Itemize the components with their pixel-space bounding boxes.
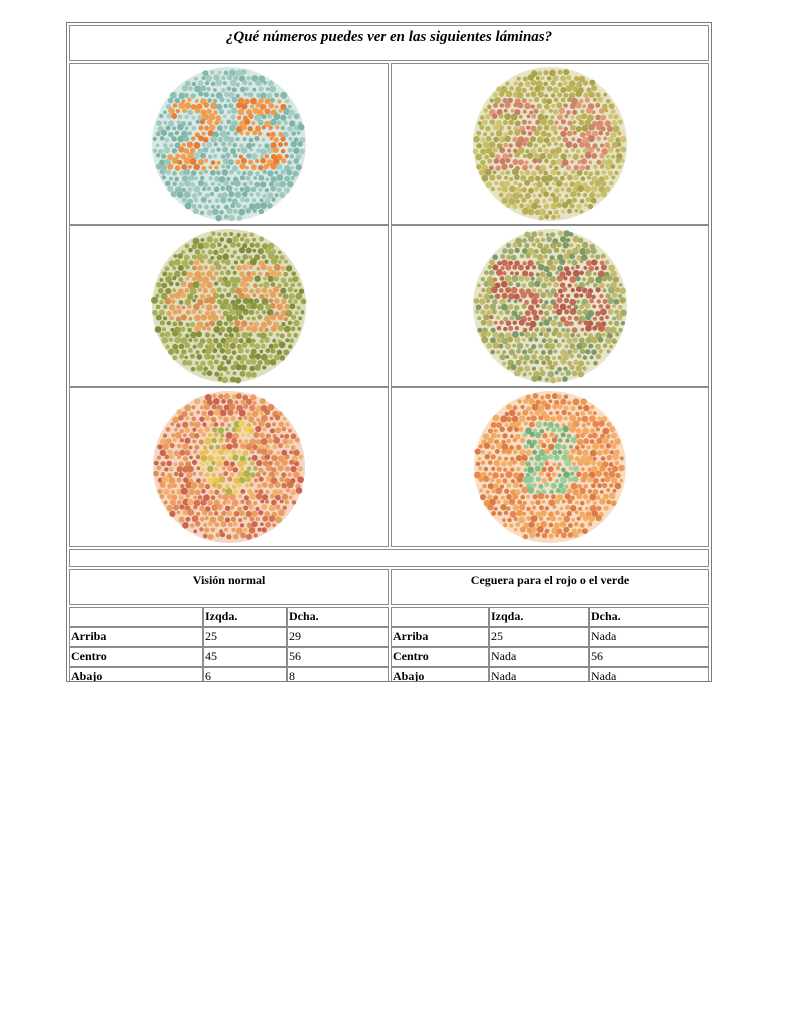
value-top-left: 25	[203, 627, 287, 647]
ishihara-plate-56	[473, 229, 627, 384]
row-label-center: Centro	[391, 647, 489, 667]
value-bottom-left: 6	[203, 667, 287, 681]
worksheet: ¿Qué números puedes ver en las siguiente…	[66, 22, 712, 682]
value-center-left: 45	[203, 647, 287, 667]
value-center-right: 56	[287, 647, 389, 667]
value-top-right: Nada	[589, 627, 709, 647]
row-label-center: Centro	[69, 647, 203, 667]
section-header-normal: Visión normal	[69, 569, 389, 605]
ishihara-plate-6	[153, 391, 305, 543]
row-label-top: Arriba	[391, 627, 489, 647]
ishihara-plate-45	[151, 229, 307, 384]
page-title: ¿Qué números puedes ver en las siguiente…	[69, 25, 709, 61]
column-header-blank	[391, 607, 489, 627]
value-top-right: 29	[287, 627, 389, 647]
value-bottom-right: Nada	[589, 667, 709, 681]
value-top-left: 25	[489, 627, 589, 647]
ishihara-plate-8	[474, 391, 626, 543]
plate-cell-middle-right	[391, 225, 709, 387]
plate-cell-top-right	[391, 63, 709, 225]
row-label-bottom: Abajo	[69, 667, 203, 681]
ishihara-plate-25	[152, 67, 306, 222]
plate-cell-bottom-left	[69, 387, 389, 547]
row-label-bottom: Abajo	[391, 667, 489, 681]
ishihara-plate-29	[472, 67, 627, 221]
value-bottom-right: 8	[287, 667, 389, 681]
plate-cell-middle-left	[69, 225, 389, 387]
column-header-left: Izqda.	[489, 607, 589, 627]
row-label-top: Arriba	[69, 627, 203, 647]
value-bottom-left: Nada	[489, 667, 589, 681]
column-header-left: Izqda.	[203, 607, 287, 627]
column-header-blank	[69, 607, 203, 627]
column-header-right: Dcha.	[287, 607, 389, 627]
value-center-left: Nada	[489, 647, 589, 667]
section-header-blind: Ceguera para el rojo o el verde	[391, 569, 709, 605]
plate-cell-top-left	[69, 63, 389, 225]
spacer-row	[69, 549, 709, 567]
column-header-right: Dcha.	[589, 607, 709, 627]
value-center-right: 56	[589, 647, 709, 667]
plate-cell-bottom-right	[391, 387, 709, 547]
